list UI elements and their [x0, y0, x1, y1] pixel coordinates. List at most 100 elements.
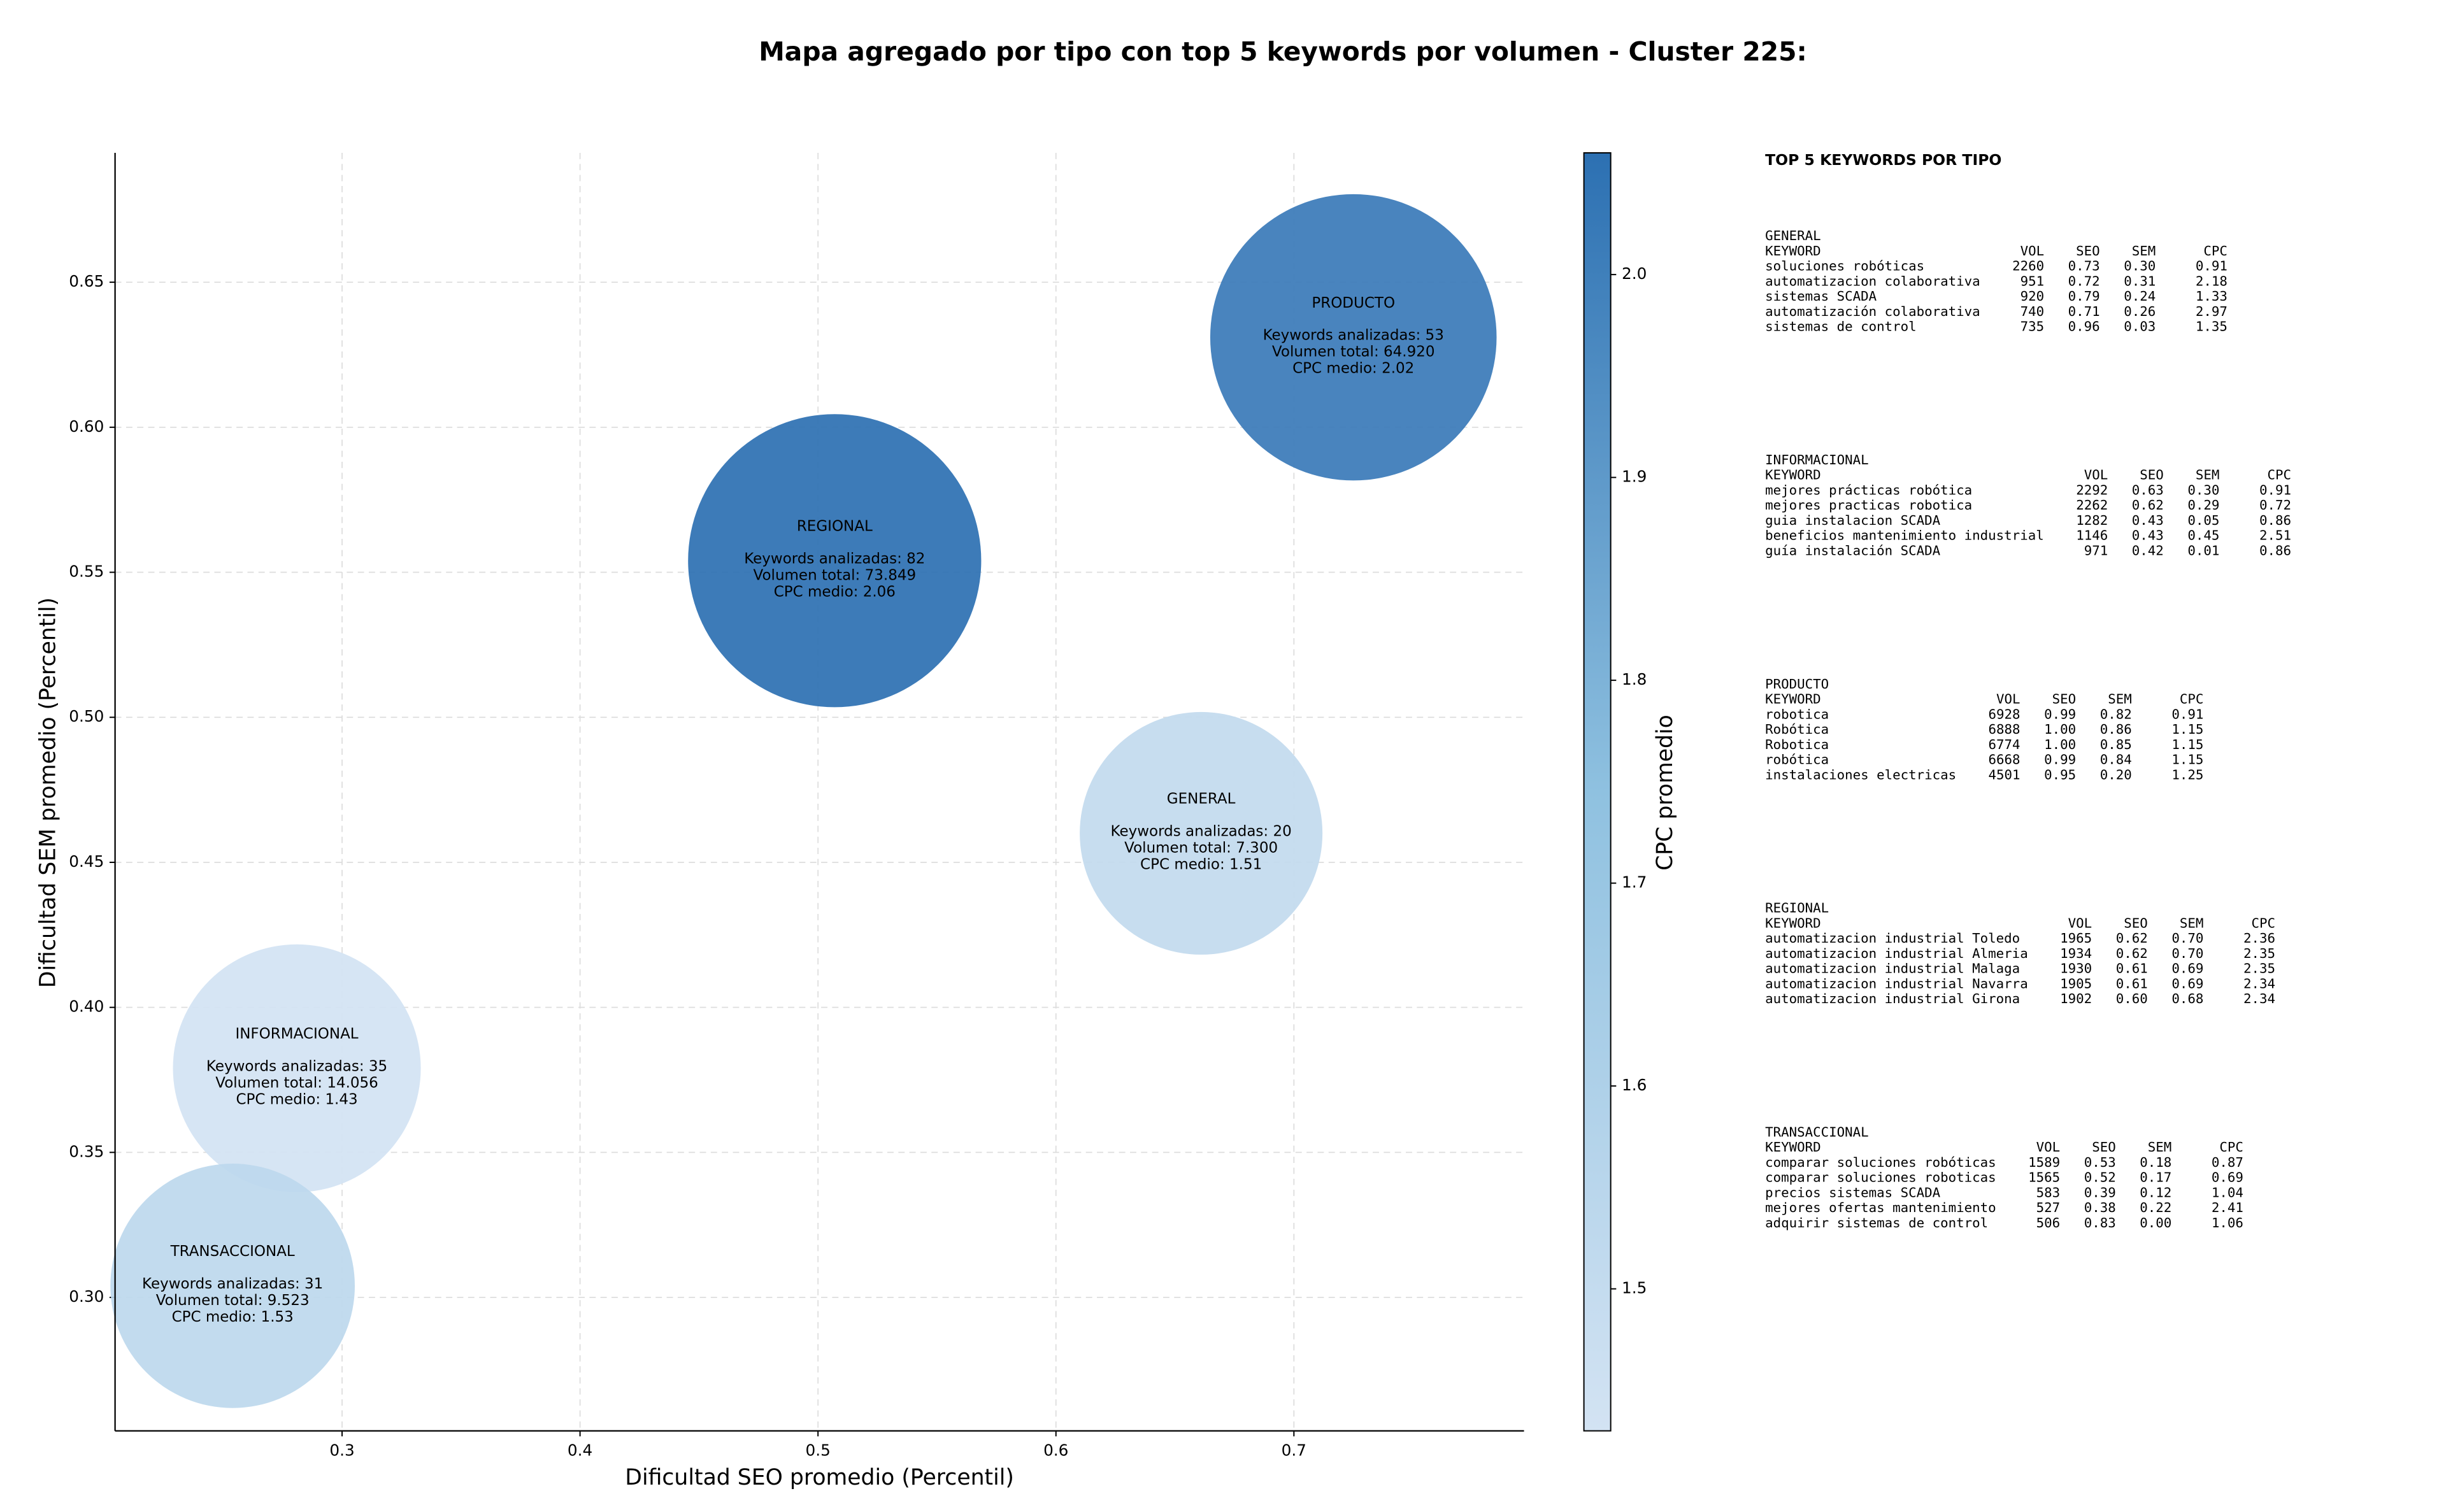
table-cell: 6888 [1989, 722, 2020, 737]
x-tick-label: 0.5 [806, 1441, 831, 1460]
keyword-cell: mejores ofertas mantenimiento [1765, 1200, 1996, 1215]
table-cell: 1965 [2060, 931, 2092, 946]
column-header: VOL [2068, 915, 2092, 931]
keyword-cell: mejores prácticas robótica [1765, 482, 1972, 497]
colorbar-tick-label: 1.5 [1622, 1279, 1647, 1297]
table-cell: 2.34 [2243, 976, 2275, 991]
table-cell: 2292 [2076, 482, 2108, 497]
bubble-annotation: CPC medio: 1.53 [172, 1309, 294, 1325]
table-cell: 0.45 [2187, 528, 2219, 543]
table-cell: 527 [2036, 1200, 2061, 1215]
table-cell: 1.15 [2171, 722, 2203, 737]
table-cell: 506 [2036, 1215, 2061, 1230]
x-axis-label: Dificultad SEO promedio (Percentil) [625, 1465, 1014, 1490]
keyword-cell: robotica [1765, 706, 1829, 722]
colorbar-label: CPC promedio [1652, 715, 1678, 871]
bubble [1210, 194, 1497, 481]
bubble-annotation: Keywords analizadas: 20 [1111, 823, 1292, 839]
table-cell: 0.91 [2259, 482, 2291, 497]
table-cell: 0.91 [2196, 259, 2228, 274]
table-cell: 583 [2036, 1185, 2061, 1200]
table-cell: 1.15 [2171, 752, 2203, 767]
table-cell: 0.86 [2100, 722, 2132, 737]
table-cell: 0.63 [2132, 482, 2164, 497]
column-header: SEM [2196, 467, 2220, 483]
colorbar-tick-label: 1.7 [1622, 873, 1647, 892]
table-cell: 0.71 [2068, 304, 2100, 319]
x-tick-label: 0.6 [1043, 1441, 1068, 1460]
y-tick-label: 0.45 [69, 852, 104, 871]
column-header: SEO [2124, 915, 2148, 931]
table-cell: 4501 [1989, 767, 2020, 782]
table-cell: 0.29 [2187, 497, 2219, 513]
keyword-cell: automatizacion colaborativa [1765, 273, 1980, 289]
table-cell: 2262 [2076, 497, 2108, 513]
y-tick-label: 0.60 [69, 417, 104, 436]
table-cell: 1565 [2028, 1170, 2060, 1185]
bubble [173, 944, 421, 1192]
table-cell: 0.95 [2044, 767, 2076, 782]
column-header: SEO [2140, 467, 2164, 483]
bubble [110, 1164, 355, 1408]
x-tick-label: 0.4 [568, 1441, 592, 1460]
table-cell: 0.20 [2100, 767, 2132, 782]
y-tick-label: 0.35 [69, 1142, 104, 1160]
chart-title: Mapa agregado por tipo con top 5 keyword… [759, 36, 1807, 67]
table-cell: 0.26 [2124, 304, 2156, 319]
table-cell: 0.05 [2187, 513, 2219, 528]
table-cell: 0.99 [2044, 706, 2076, 722]
bubble-annotation: Volumen total: 73.849 [754, 567, 917, 583]
y-tick-label: 0.50 [69, 707, 104, 725]
table-cell: 6928 [1989, 706, 2020, 722]
table-cell: 0.43 [2132, 528, 2164, 543]
column-header: SEM [2148, 1139, 2172, 1155]
table-cell: 2.51 [2259, 528, 2291, 543]
table-cell: 0.85 [2100, 737, 2132, 752]
bubble-annotation: Volumen total: 7.300 [1124, 839, 1278, 856]
keyword-cell: automatización colaborativa [1765, 304, 1980, 319]
table-cell: 0.01 [2187, 543, 2219, 558]
table-cell: 2.35 [2243, 946, 2275, 961]
table-cell: 0.12 [2140, 1185, 2171, 1200]
y-tick-label: 0.55 [69, 562, 104, 581]
column-header: CPC [2219, 1139, 2243, 1155]
table-cell: 0.86 [2259, 513, 2291, 528]
y-tick-label: 0.40 [69, 997, 104, 1016]
column-header: CPC [2251, 915, 2275, 931]
table-cell: 0.18 [2140, 1155, 2171, 1170]
bubble-annotation: Volumen total: 14.056 [215, 1074, 378, 1091]
keyword-cell: automatizacion industrial Malaga [1765, 961, 2020, 976]
table-cell: 1.04 [2212, 1185, 2243, 1200]
table-cell: 2260 [2012, 259, 2044, 274]
table-cell: 0.73 [2068, 259, 2100, 274]
table-cell: 0.96 [2068, 319, 2100, 334]
table-cell: 0.22 [2140, 1200, 2171, 1215]
bubble-annotation: Volumen total: 64.920 [1272, 344, 1435, 360]
keyword-cell: Robótica [1765, 722, 1829, 737]
table-cell: 0.68 [2171, 991, 2203, 1006]
bubble [688, 414, 982, 708]
column-header: KEYWORD [1765, 692, 1821, 707]
column-header: SEM [2108, 692, 2132, 707]
keyword-cell: mejores practicas robotica [1765, 497, 1972, 513]
table-cell: 0.17 [2140, 1170, 2171, 1185]
colorbar-tick-label: 1.8 [1622, 670, 1647, 688]
table-cell: 1282 [2076, 513, 2108, 528]
table-cell: 0.60 [2116, 991, 2148, 1006]
table-cell: 971 [2084, 543, 2108, 558]
table-cell: 0.03 [2124, 319, 2156, 334]
bubble-annotation: CPC medio: 1.43 [236, 1091, 357, 1108]
x-tick-label: 0.3 [329, 1441, 354, 1460]
table-cell: 0.69 [2171, 976, 2203, 991]
table-cell: 2.97 [2196, 304, 2228, 319]
table-title: TOP 5 KEYWORDS POR TIPO [1765, 151, 2001, 169]
table-cell: 1589 [2028, 1155, 2060, 1170]
keyword-cell: guía instalación SCADA [1765, 543, 1941, 558]
table-cell: 0.38 [2084, 1200, 2116, 1215]
keyword-cell: Robotica [1765, 737, 1829, 752]
table-cell: 0.86 [2259, 543, 2291, 558]
keyword-cell: soluciones robóticas [1765, 259, 1924, 274]
column-header: VOL [2020, 243, 2045, 259]
section-name: REGIONAL [1765, 901, 1829, 916]
